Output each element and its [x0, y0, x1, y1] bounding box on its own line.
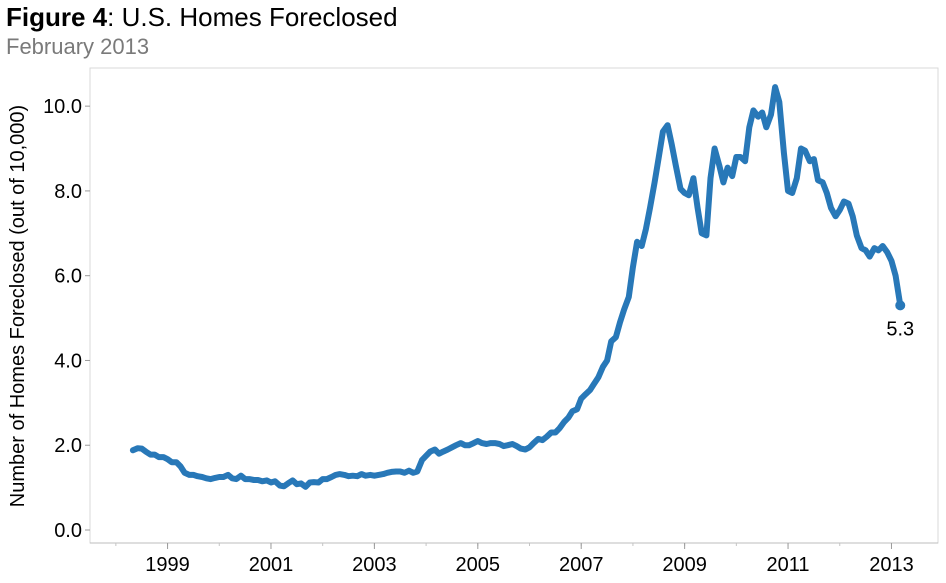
y-tick-label: 2.0 — [54, 435, 82, 457]
y-axis-ticks: 0.0 2.0 4.0 6.0 8.0 10.0 — [43, 96, 90, 542]
x-tick-label: 2009 — [662, 554, 707, 576]
x-tick-label: 2007 — [559, 554, 604, 576]
x-tick-label: 2013 — [869, 554, 914, 576]
x-tick-label: 2011 — [767, 554, 810, 576]
x-tick-label: 1999 — [145, 554, 190, 576]
chart-subtitle: February 2013 — [6, 34, 150, 59]
x-tick-label: 2001 — [249, 554, 294, 576]
x-tick-label: 2003 — [352, 554, 397, 576]
y-tick-label: 4.0 — [54, 350, 82, 372]
y-tick-label: 6.0 — [54, 266, 82, 288]
y-axis-label: Number of Homes Foreclosed (out of 10,00… — [7, 105, 29, 507]
chart-title-text: : U.S. Homes Foreclosed — [107, 2, 398, 32]
x-axis-ticks: 1999 2001 2003 2005 2007 2009 2011 2013 — [145, 543, 914, 576]
end-value-label: 5.3 — [886, 318, 914, 340]
y-tick-label: 0.0 — [54, 520, 82, 542]
x-tick-label: 2005 — [456, 554, 501, 576]
series-end-point — [895, 300, 906, 311]
series-line — [129, 84, 904, 490]
y-tick-label: 8.0 — [54, 181, 82, 203]
chart-title: Figure 4: U.S. Homes Foreclosed — [6, 2, 398, 33]
plot-frame — [89, 67, 939, 544]
y-tick-label: 10.0 — [43, 96, 82, 118]
chart-title-figure-number: Figure 4 — [6, 2, 108, 32]
